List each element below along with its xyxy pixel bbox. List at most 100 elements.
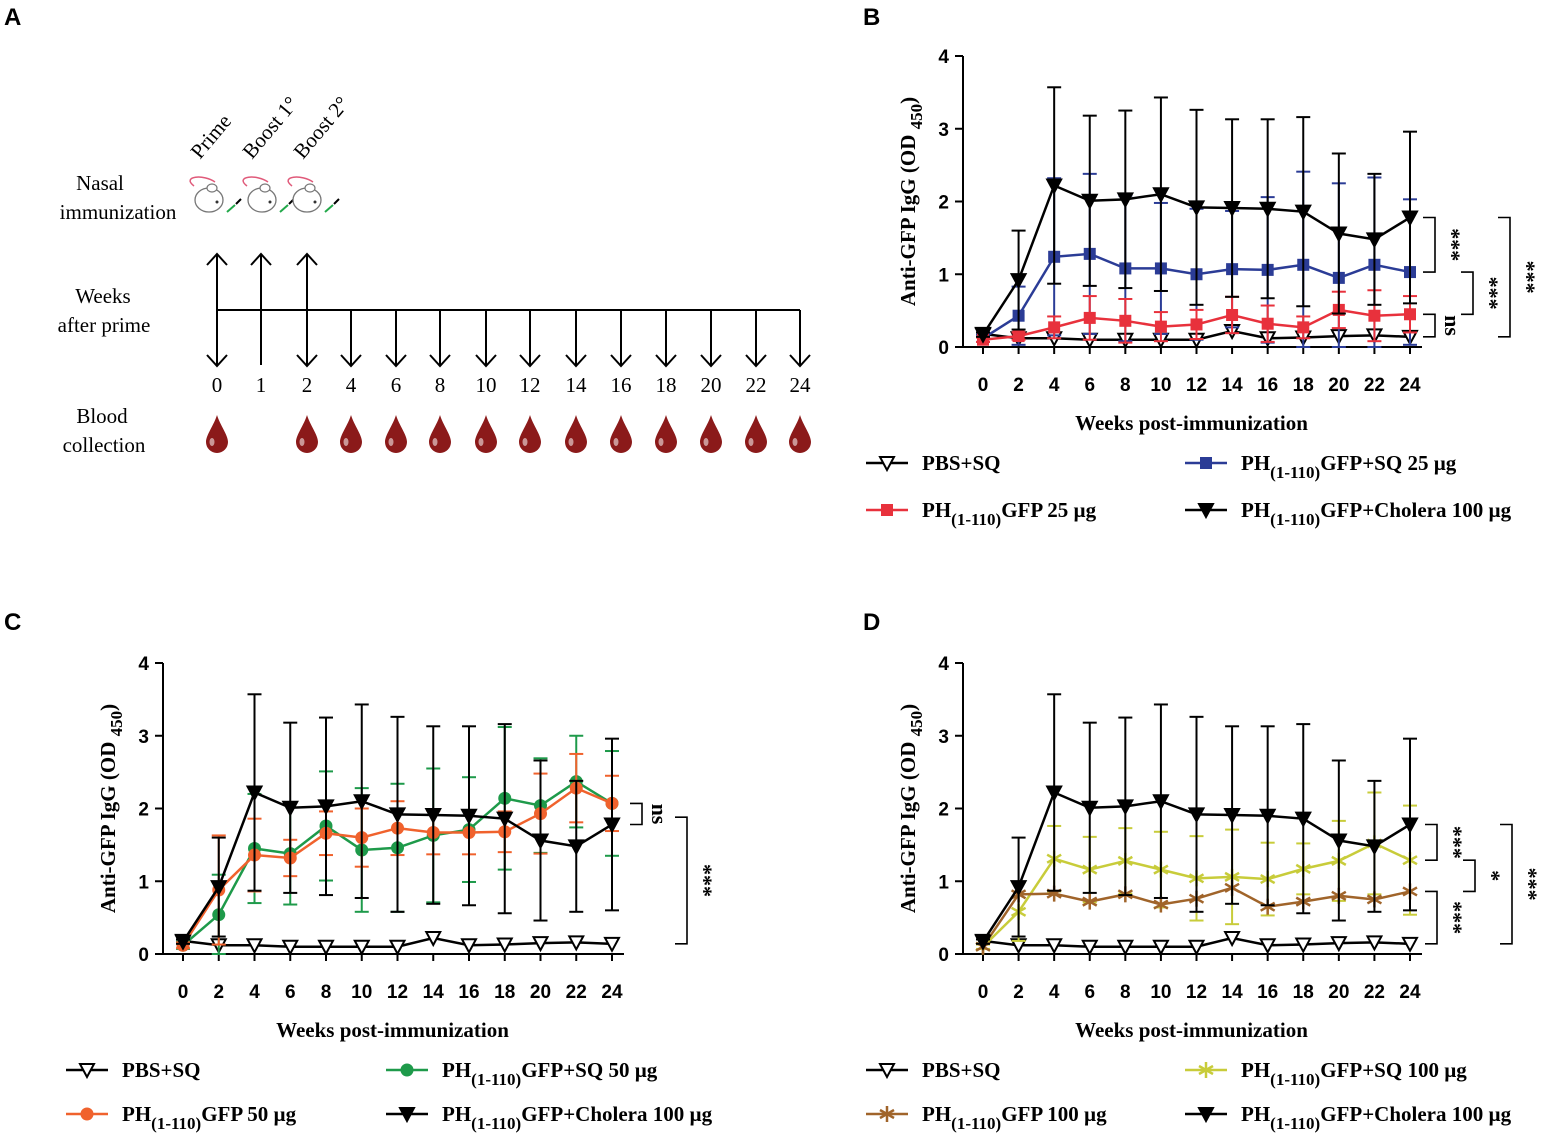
legend-label-subscript: (1-110): [951, 1114, 1001, 1133]
legend-item: PH(1-110)GFP 25 µg: [866, 498, 1097, 529]
data-point: [603, 817, 621, 834]
x-tick-label: 4: [1049, 375, 1060, 396]
x-tick-label: 6: [1084, 375, 1095, 396]
x-tick-label: 2: [213, 982, 224, 1003]
nasal-dose-black: [333, 198, 340, 205]
mouse-eye: [268, 200, 272, 204]
blood-drop-icon: [745, 415, 767, 453]
data-point: [1401, 936, 1419, 953]
timeline-arrowhead-up: [250, 252, 272, 266]
data-point: [1154, 320, 1167, 333]
timeline-week-label: 4: [346, 373, 357, 397]
data-point: [1404, 308, 1416, 321]
x-tick-label: 18: [1293, 375, 1314, 396]
data-point: [531, 936, 550, 953]
timeline-arrowhead-down: [565, 354, 587, 368]
asterisk-stroke: [1198, 1064, 1214, 1076]
bracket-line: [1425, 823, 1438, 861]
legend-item: PBS+SQ: [866, 1058, 1001, 1082]
x-tick-label: 18: [1293, 982, 1314, 1003]
data-point: [878, 1063, 896, 1080]
data-point: [1368, 309, 1381, 322]
significance-bracket: *: [1463, 859, 1505, 893]
legend-label-part: PH: [122, 1102, 151, 1126]
data-point: [1401, 210, 1419, 227]
x-tick-label: 12: [1186, 982, 1207, 1003]
timeline-arrowhead-down: [789, 354, 811, 368]
data-point: [1223, 201, 1241, 218]
data-point: [496, 937, 514, 954]
y-tick-label: 0: [938, 338, 949, 359]
x-tick-label: 4: [1049, 982, 1060, 1003]
data-point: [245, 938, 264, 955]
data-point: [1081, 939, 1099, 956]
row-label-nasal-1: Nasal: [76, 171, 124, 195]
blood-drop-highlight: [388, 438, 394, 446]
legend-label-part: GFP 50 µg: [201, 1102, 296, 1126]
timeline-week-label: 6: [391, 373, 402, 397]
y-tick-label: 0: [138, 945, 149, 966]
row-label-weeks-2: after prime: [58, 313, 151, 337]
data-point: [1401, 817, 1419, 834]
panel-label-c: C: [4, 609, 21, 636]
legend-label: PH(1-110)GFP 25 µg: [922, 498, 1097, 529]
bracket-line: [1498, 216, 1511, 338]
x-tick-label: 24: [601, 982, 623, 1003]
timeline-week-label: 8: [435, 373, 446, 397]
x-tick-label: 16: [1257, 375, 1278, 396]
data-point: [388, 939, 407, 956]
timeline-arrowhead-down: [700, 354, 722, 368]
data-point: [424, 930, 442, 948]
significance-bracket: ***: [675, 816, 717, 945]
data-point: [317, 939, 335, 956]
asterisk-stroke: [879, 1108, 895, 1120]
blood-drop-highlight: [658, 438, 664, 446]
nasal-dose-black: [235, 198, 242, 205]
y-axis-title-end: ): [96, 704, 120, 711]
data-point: [1197, 1107, 1215, 1124]
y-tick-label: 4: [938, 47, 949, 68]
timeline-week-label: 2: [302, 373, 313, 397]
y-axis-title-subscript: 450: [107, 711, 126, 737]
data-point: [210, 880, 228, 897]
blood-drop-icon: [700, 415, 722, 453]
legend-item: PH(1-110)GFP 50 µg: [66, 1102, 297, 1133]
data-point: [1045, 178, 1063, 195]
x-tick-label: 8: [321, 982, 332, 1003]
x-tick-label: 2: [1013, 982, 1024, 1003]
data-point: [1330, 226, 1348, 243]
significance-label: ***: [692, 864, 717, 897]
mouse-icon: [189, 176, 242, 213]
legend-label: PH(1-110)GFP+SQ 25 µg: [1241, 451, 1457, 482]
blood-drop-highlight: [568, 438, 574, 446]
x-tick-label: 24: [1399, 982, 1421, 1003]
mouse-eye: [215, 200, 219, 204]
significance-bracket: ***: [1423, 216, 1465, 273]
data-point: [1330, 833, 1348, 850]
data-point: [1116, 939, 1135, 956]
data-point: [567, 839, 585, 856]
x-tick-label: 16: [1257, 982, 1278, 1003]
legend-label: PH(1-110)GFP+SQ 100 µg: [1241, 1058, 1467, 1089]
blood-drop-highlight: [478, 438, 484, 446]
panel-label-b: B: [863, 4, 880, 31]
data-point: [78, 1063, 96, 1080]
legend-label-subscript: (1-110): [151, 1114, 201, 1133]
timeline-arrowhead-down: [655, 354, 677, 368]
legend-label: PH(1-110)GFP+Cholera 100 µg: [1241, 1102, 1512, 1133]
timeline-week-label: 18: [656, 373, 677, 397]
data-point: [1116, 799, 1135, 816]
blood-drop-highlight: [792, 438, 798, 446]
data-point: [1045, 785, 1063, 802]
x-tick-label: 18: [494, 982, 515, 1003]
timeline-arrowhead-down: [745, 354, 767, 368]
y-tick-label: 2: [938, 800, 949, 821]
legend-label-part: PH: [922, 498, 951, 522]
nasal-dose-green: [324, 204, 334, 213]
data-point: [1297, 321, 1310, 334]
timeline-arrowhead-down: [475, 354, 497, 368]
significance-label: ns: [647, 804, 672, 825]
blood-drop-highlight: [209, 438, 215, 446]
legend-label: PBS+SQ: [122, 1058, 201, 1082]
